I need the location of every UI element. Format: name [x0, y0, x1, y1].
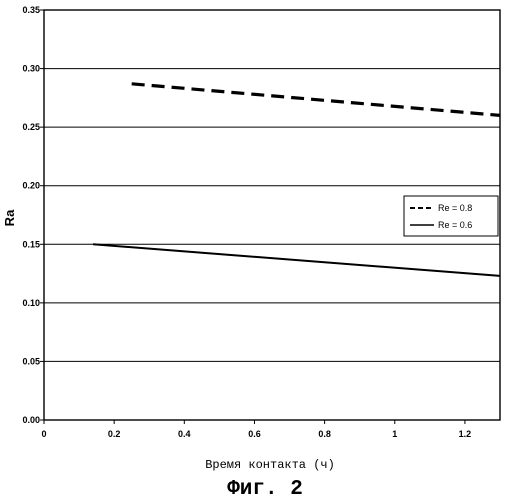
- y-tick-label: 0.05: [22, 356, 40, 366]
- x-tick-label: 0: [41, 429, 46, 439]
- figure-caption: Фиг. 2: [227, 478, 303, 500]
- x-tick-label: 1.2: [459, 429, 472, 439]
- x-tick-label: 0.6: [248, 429, 261, 439]
- legend-label: Re = 0.6: [438, 220, 472, 230]
- y-tick-label: 0.15: [22, 239, 40, 249]
- y-tick-label: 0.20: [22, 181, 40, 191]
- legend-label: Re = 0.8: [438, 203, 472, 213]
- y-tick-label: 0.25: [22, 122, 40, 132]
- y-tick-label: 0.00: [22, 415, 40, 425]
- legend-box: [404, 196, 498, 236]
- y-tick-label: 0.30: [22, 64, 40, 74]
- x-tick-label: 0.2: [108, 429, 121, 439]
- x-tick-label: 0.4: [178, 429, 191, 439]
- x-tick-label: 1: [392, 429, 397, 439]
- y-tick-label: 0.35: [22, 5, 40, 15]
- series-layer: [93, 84, 500, 276]
- legend: Re = 0.8 Re = 0.6: [404, 196, 498, 236]
- series-line-2: [93, 244, 500, 276]
- y-tick-label: 0.10: [22, 298, 40, 308]
- series-line-1: [132, 84, 500, 116]
- x-axis-label: Время контакта (ч): [205, 458, 335, 472]
- y-axis-label: Ra: [2, 209, 17, 226]
- x-tick-label: 0.8: [318, 429, 331, 439]
